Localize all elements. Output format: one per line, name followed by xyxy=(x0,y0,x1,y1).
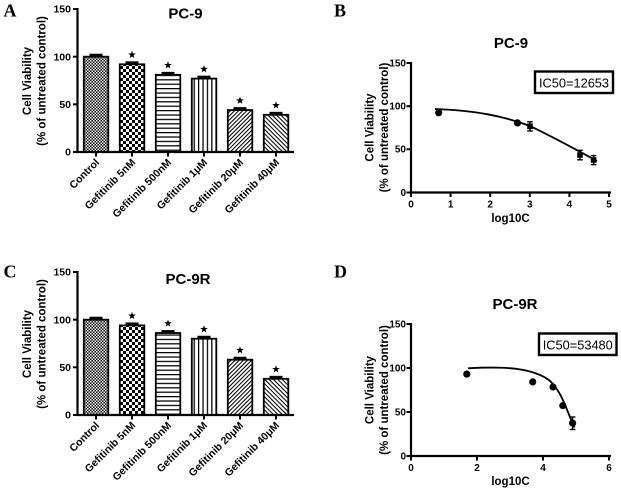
svg-text:PC-9R: PC-9R xyxy=(492,296,537,313)
svg-text:100: 100 xyxy=(53,314,71,326)
svg-text:4: 4 xyxy=(567,200,573,211)
svg-text:PC-9R: PC-9R xyxy=(165,271,210,288)
svg-text:150: 150 xyxy=(53,267,71,279)
svg-text:50: 50 xyxy=(59,362,71,374)
svg-text:150: 150 xyxy=(389,58,406,69)
svg-text:PC-9: PC-9 xyxy=(168,6,202,23)
svg-text:2: 2 xyxy=(474,463,480,474)
svg-text:IC50=12653: IC50=12653 xyxy=(539,75,609,90)
svg-text:50: 50 xyxy=(59,99,71,111)
svg-text:6: 6 xyxy=(606,463,612,474)
svg-text:Cell Viability: Cell Viability xyxy=(365,355,377,424)
svg-text:50: 50 xyxy=(395,407,407,418)
svg-text:log10C: log10C xyxy=(491,476,529,488)
svg-text:A: A xyxy=(4,1,17,21)
svg-text:100: 100 xyxy=(389,363,406,374)
svg-text:(% of untreated control): (% of untreated control) xyxy=(379,62,391,192)
svg-text:B: B xyxy=(334,1,346,21)
svg-text:0: 0 xyxy=(400,451,406,462)
svg-text:0: 0 xyxy=(408,200,414,211)
svg-text:C: C xyxy=(4,262,17,282)
svg-text:(% of untreated control): (% of untreated control) xyxy=(37,279,49,409)
svg-text:Cell Viability: Cell Viability xyxy=(22,309,34,378)
svg-text:100: 100 xyxy=(53,51,71,63)
svg-text:D: D xyxy=(334,262,347,282)
svg-text:(% of untreated control): (% of untreated control) xyxy=(37,16,49,146)
svg-text:Cell Viability: Cell Viability xyxy=(22,46,34,115)
svg-text:Cell Viability: Cell Viability xyxy=(365,93,377,162)
svg-text:1: 1 xyxy=(448,200,454,211)
svg-text:PC-9: PC-9 xyxy=(494,35,528,52)
svg-text:0: 0 xyxy=(408,463,414,474)
svg-text:0: 0 xyxy=(400,188,406,199)
svg-text:log10C: log10C xyxy=(491,213,529,225)
svg-text:IC50=53480: IC50=53480 xyxy=(543,337,613,352)
svg-text:150: 150 xyxy=(53,4,71,16)
svg-text:4: 4 xyxy=(540,463,546,474)
svg-text:0: 0 xyxy=(65,147,71,159)
svg-text:150: 150 xyxy=(389,319,406,330)
svg-text:50: 50 xyxy=(395,145,407,156)
svg-text:100: 100 xyxy=(389,102,406,113)
svg-text:5: 5 xyxy=(606,200,612,211)
svg-text:0: 0 xyxy=(65,410,71,422)
svg-text:2: 2 xyxy=(487,200,493,211)
svg-text:(% of untreated control): (% of untreated control) xyxy=(379,325,391,455)
svg-text:3: 3 xyxy=(527,200,533,211)
